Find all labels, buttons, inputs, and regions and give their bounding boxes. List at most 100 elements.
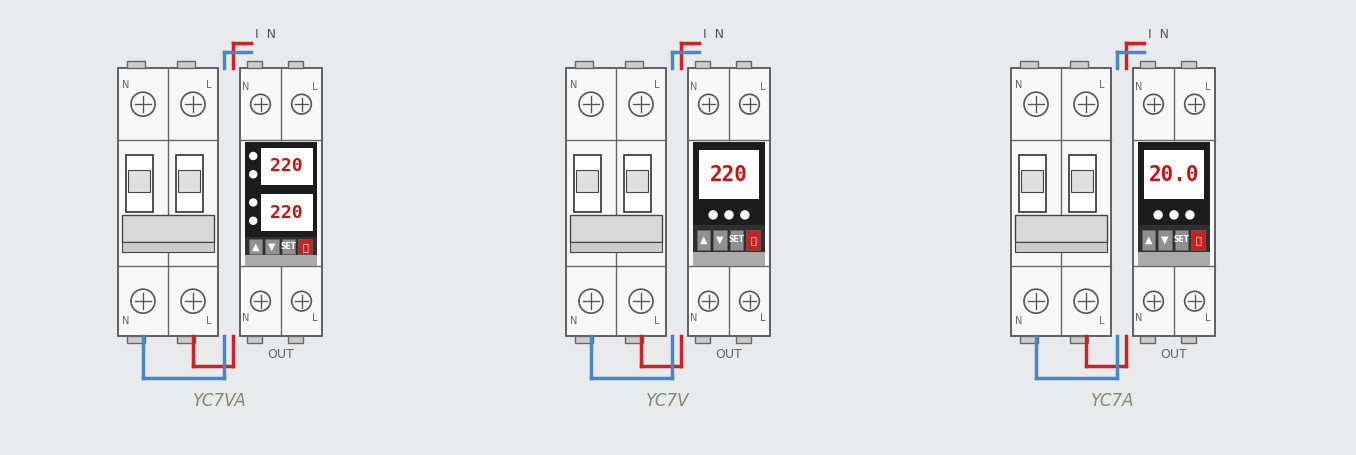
Bar — [176, 336, 194, 343]
Text: 220: 220 — [270, 157, 304, 175]
Bar — [1020, 61, 1037, 68]
Bar — [129, 170, 151, 192]
Text: L: L — [1205, 82, 1211, 92]
Circle shape — [250, 199, 256, 206]
Bar — [697, 229, 711, 250]
Bar — [625, 336, 643, 343]
Bar — [126, 61, 145, 68]
Bar — [247, 61, 262, 68]
Bar — [1181, 336, 1196, 343]
Bar — [1020, 336, 1037, 343]
Text: YC7A: YC7A — [1092, 392, 1135, 410]
Circle shape — [740, 211, 749, 219]
Text: I  N: I N — [702, 29, 724, 41]
Bar — [245, 142, 317, 266]
Text: 220: 220 — [270, 204, 304, 222]
Bar — [570, 243, 662, 253]
Bar — [570, 215, 662, 243]
Bar — [1071, 170, 1093, 192]
Text: N: N — [571, 80, 578, 90]
Bar — [1140, 336, 1155, 343]
Bar — [693, 142, 765, 266]
Bar — [248, 239, 262, 254]
Circle shape — [725, 211, 734, 219]
Bar — [574, 156, 601, 212]
Text: 220: 220 — [711, 165, 749, 185]
Bar — [287, 336, 302, 343]
Bar — [624, 156, 651, 212]
Bar — [260, 194, 313, 231]
Bar — [1138, 252, 1210, 266]
Bar — [287, 61, 302, 68]
Bar — [575, 61, 593, 68]
Text: N: N — [571, 316, 578, 326]
Bar — [266, 239, 279, 254]
Text: N: N — [1135, 313, 1143, 323]
Bar — [626, 170, 648, 192]
Bar — [1070, 61, 1088, 68]
Bar — [1018, 156, 1045, 212]
Bar — [713, 229, 727, 250]
Bar — [260, 148, 313, 185]
Bar — [176, 61, 194, 68]
Text: N: N — [690, 82, 698, 92]
Bar — [1144, 150, 1204, 199]
Text: N: N — [1016, 316, 1022, 326]
Text: L: L — [761, 313, 766, 323]
Bar — [1069, 156, 1096, 212]
Bar — [746, 229, 759, 250]
Text: N: N — [1135, 82, 1143, 92]
Bar — [175, 156, 203, 212]
Circle shape — [1170, 211, 1178, 219]
Text: L: L — [1100, 80, 1105, 90]
Text: L: L — [654, 80, 660, 90]
Bar — [1158, 229, 1172, 250]
FancyBboxPatch shape — [1134, 68, 1215, 336]
FancyBboxPatch shape — [1012, 68, 1111, 336]
Text: YC7V: YC7V — [647, 392, 690, 410]
Bar — [575, 336, 593, 343]
Text: L: L — [1205, 313, 1211, 323]
Text: OUT: OUT — [1161, 348, 1188, 360]
Text: ▲: ▲ — [252, 242, 259, 252]
Bar — [247, 336, 262, 343]
Bar — [178, 170, 201, 192]
Bar — [282, 239, 296, 254]
FancyBboxPatch shape — [565, 68, 666, 336]
Bar — [1192, 229, 1205, 250]
FancyBboxPatch shape — [687, 68, 770, 336]
Bar — [126, 336, 145, 343]
Bar — [1016, 243, 1106, 253]
Text: N: N — [690, 313, 698, 323]
FancyBboxPatch shape — [240, 68, 321, 336]
Text: L: L — [761, 82, 766, 92]
Text: OUT: OUT — [267, 348, 294, 360]
Bar — [730, 229, 743, 250]
Circle shape — [1154, 211, 1162, 219]
Circle shape — [1186, 211, 1193, 219]
Text: L: L — [1100, 316, 1105, 326]
Text: SET: SET — [281, 242, 297, 251]
Text: ▲: ▲ — [700, 235, 706, 245]
Text: ⏻: ⏻ — [750, 235, 757, 245]
Bar — [245, 255, 317, 266]
Text: I  N: I N — [1149, 29, 1169, 41]
Text: ⏻: ⏻ — [1195, 235, 1201, 245]
FancyBboxPatch shape — [118, 68, 218, 336]
Circle shape — [250, 152, 256, 160]
Text: L: L — [654, 316, 660, 326]
Text: ⏻: ⏻ — [302, 242, 308, 252]
Text: ▼: ▼ — [716, 235, 724, 245]
Bar — [693, 225, 765, 266]
Bar — [122, 243, 214, 253]
Bar — [736, 336, 751, 343]
Circle shape — [709, 211, 717, 219]
Bar — [122, 215, 214, 243]
Text: L: L — [312, 313, 317, 323]
Text: L: L — [206, 316, 212, 326]
Bar — [700, 150, 758, 199]
Circle shape — [250, 217, 256, 224]
Bar — [1138, 225, 1210, 266]
Bar — [1016, 215, 1106, 243]
Bar — [696, 61, 709, 68]
